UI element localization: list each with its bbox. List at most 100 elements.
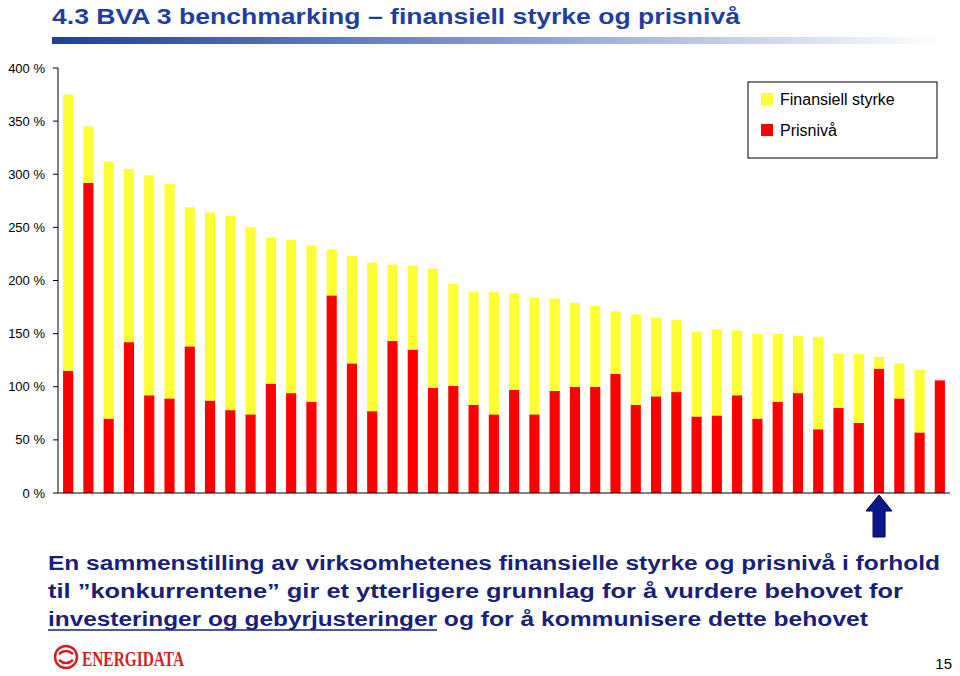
bar [286, 240, 296, 393]
bar [185, 207, 195, 346]
bar [793, 336, 803, 393]
bar [266, 238, 276, 384]
legend-label: Finansiell styrke [780, 91, 895, 108]
bar [327, 295, 337, 493]
bar [671, 320, 681, 392]
bar [469, 405, 479, 493]
bar [124, 169, 134, 342]
bar [246, 227, 256, 414]
bar [225, 410, 235, 493]
logo-mark [55, 646, 77, 668]
arrow [866, 495, 892, 537]
bar [793, 393, 803, 493]
bar [915, 432, 925, 493]
bar [935, 380, 945, 381]
bar [63, 95, 73, 371]
y-tick-label: 300 % [8, 167, 45, 182]
bar [286, 393, 296, 493]
bar [651, 318, 661, 397]
bar [631, 315, 641, 405]
bar [570, 387, 580, 493]
y-tick-label: 250 % [8, 220, 45, 235]
bar [448, 284, 458, 386]
logo-mark [59, 651, 73, 663]
y-tick [53, 333, 58, 334]
bar [83, 183, 93, 493]
y-tick [53, 386, 58, 387]
bar [428, 388, 438, 493]
bar [752, 334, 762, 419]
bar [712, 415, 722, 493]
bar [205, 401, 215, 493]
bar [306, 402, 316, 493]
bar [671, 392, 681, 493]
bar [610, 311, 620, 374]
legend-box [748, 82, 937, 158]
bar [387, 341, 397, 493]
logo-text: ENERGIDATA [82, 648, 184, 670]
bar [692, 417, 702, 494]
bar [590, 387, 600, 493]
page-number: 15 [935, 655, 952, 672]
bar [854, 423, 864, 493]
bar [550, 391, 560, 493]
bar [347, 256, 357, 363]
y-tick [53, 174, 58, 175]
bar [712, 329, 722, 415]
bar [631, 405, 641, 493]
y-tick-label: 400 % [8, 61, 45, 76]
bar [144, 175, 154, 395]
bar [529, 414, 539, 493]
bar [489, 414, 499, 493]
bar [692, 332, 702, 417]
bar [509, 390, 519, 493]
y-tick [53, 493, 58, 494]
bar [915, 370, 925, 433]
body-text: til ”konkurrentene” gir et ytterligere g… [48, 580, 903, 602]
bar [509, 293, 519, 390]
bar [144, 395, 154, 493]
bar [894, 398, 904, 493]
bar [833, 354, 843, 408]
y-tick [53, 439, 58, 440]
bar [246, 414, 256, 493]
bar [164, 398, 174, 493]
x-axis [58, 493, 950, 494]
bar [124, 342, 134, 493]
bar [306, 245, 316, 401]
body-text: og for å kommunisere dette behovet [437, 608, 868, 630]
bar [894, 363, 904, 398]
bar [651, 396, 661, 493]
title: 4.3 BVA 3 benchmarking – finansiell styr… [52, 4, 741, 29]
y-axis [58, 68, 59, 493]
legend: Finansiell styrkePrisnivå [748, 82, 937, 158]
bar [367, 262, 377, 411]
title-bar [52, 37, 940, 44]
bar [833, 408, 843, 493]
bar [225, 216, 235, 410]
underline [48, 629, 437, 631]
bar [104, 162, 114, 419]
bar [752, 419, 762, 493]
bar [773, 334, 783, 402]
bar [489, 292, 499, 414]
body-text: investeringer og gebyrjusteringer [48, 608, 437, 630]
y-tick [53, 121, 58, 122]
legend-swatch [761, 93, 773, 105]
bar [813, 337, 823, 429]
y-tick-label: 200 % [8, 273, 45, 288]
y-tick-label: 150 % [8, 326, 45, 341]
bar [874, 357, 884, 369]
bar [63, 371, 73, 493]
bar [610, 374, 620, 493]
bar [813, 429, 823, 493]
bar [570, 303, 580, 387]
bar [732, 330, 742, 395]
bar [550, 299, 560, 391]
bar [266, 384, 276, 493]
bar [590, 306, 600, 387]
y-tick-label: 0 % [23, 486, 46, 501]
bar [408, 350, 418, 493]
bar [773, 402, 783, 493]
bar [408, 266, 418, 350]
